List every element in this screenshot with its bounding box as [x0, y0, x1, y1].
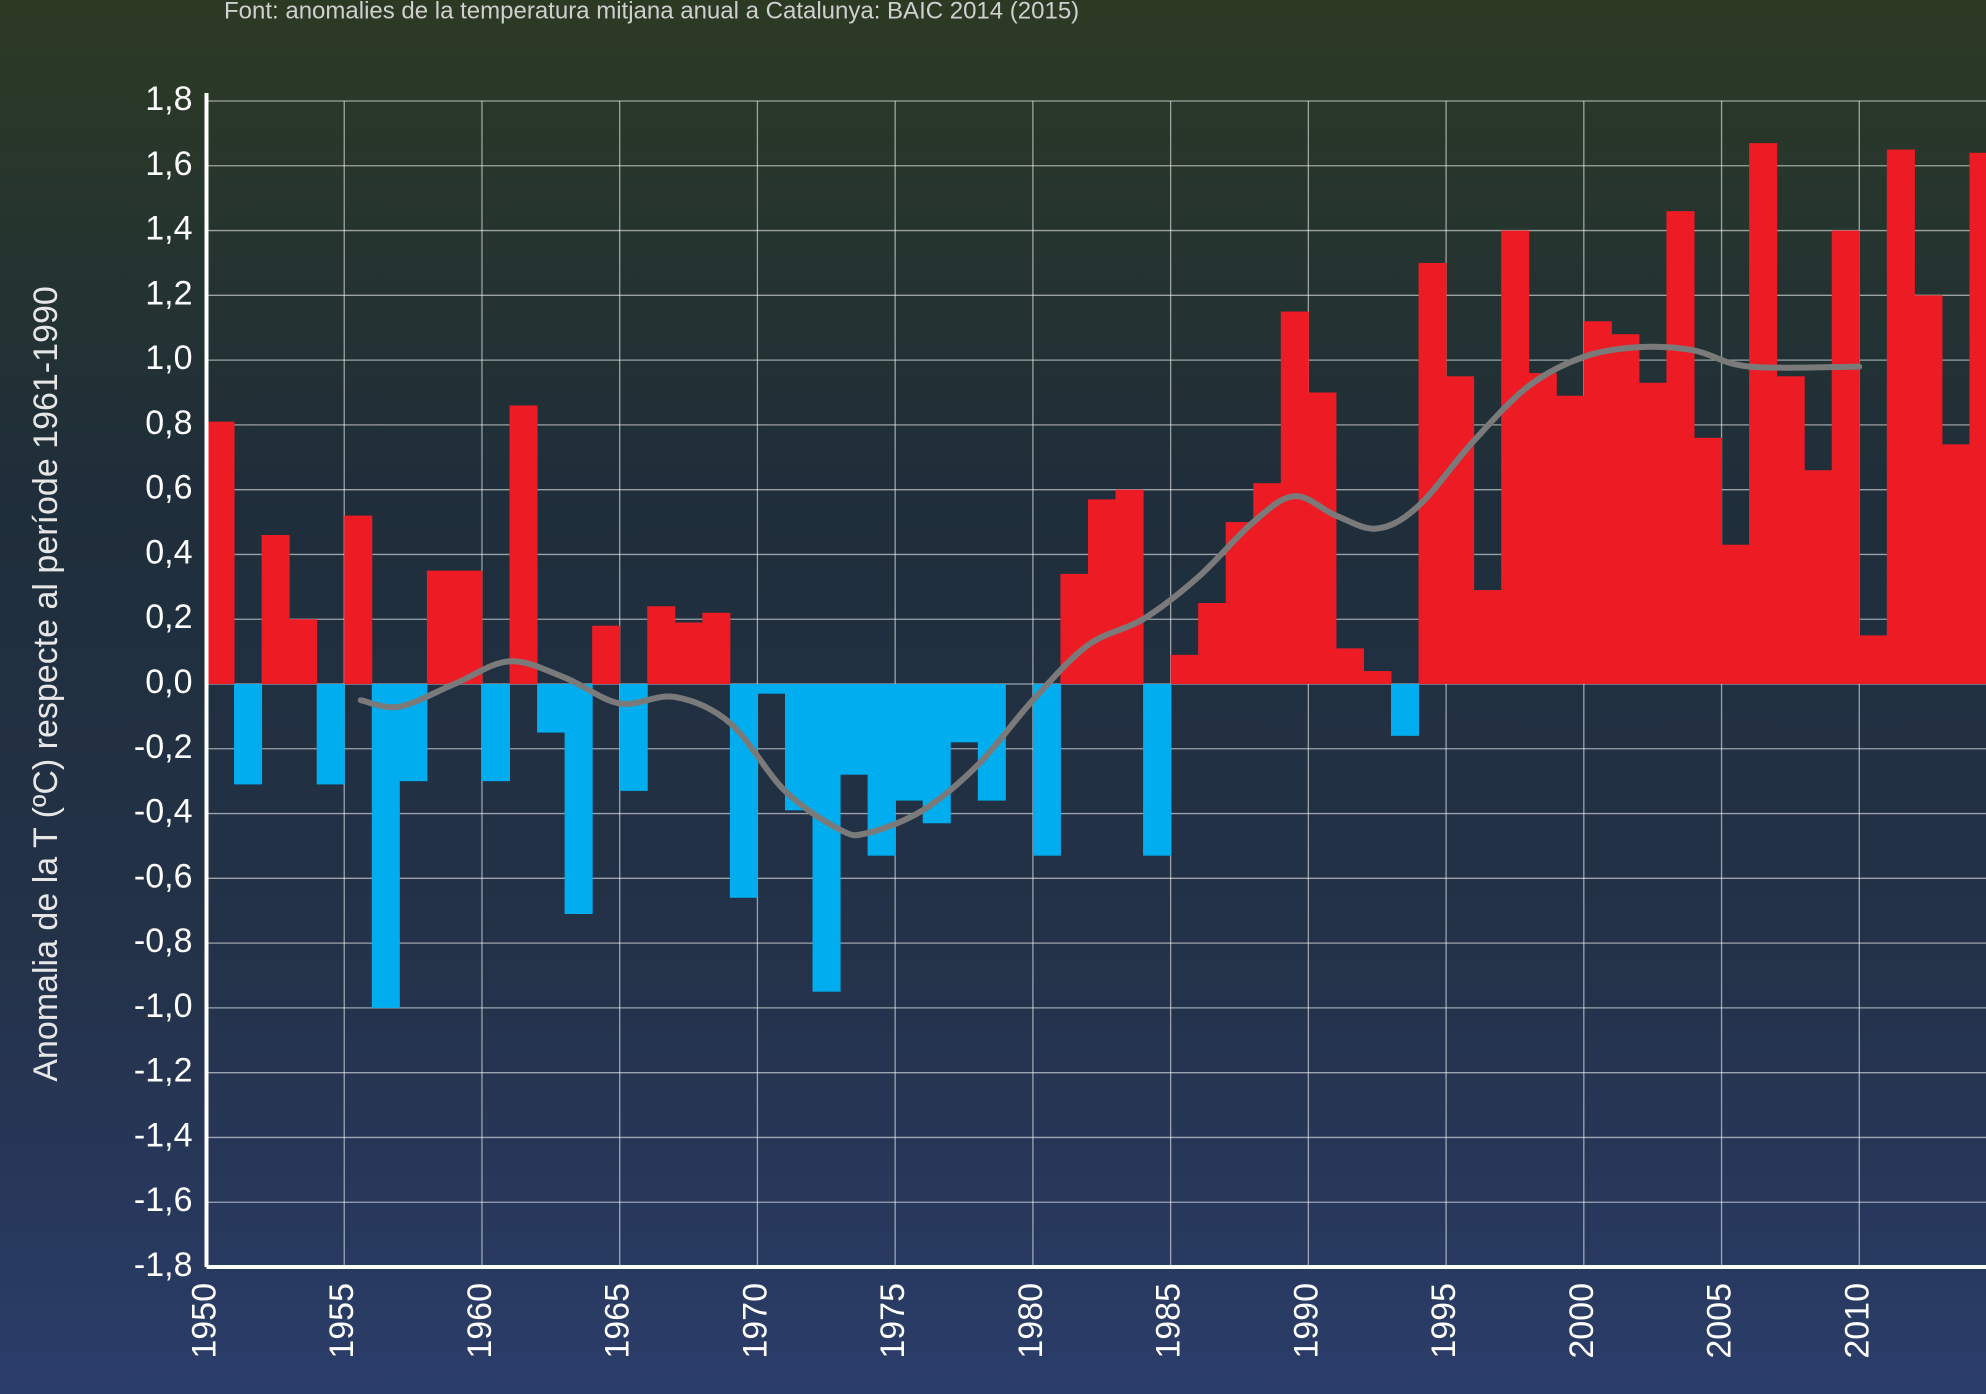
bar	[1776, 376, 1805, 684]
bar	[1886, 149, 1915, 685]
x-tick-label: 2000	[1563, 1283, 1601, 1359]
bar	[1611, 334, 1640, 684]
bar	[1528, 373, 1557, 684]
bar	[1749, 143, 1778, 684]
bar	[1721, 544, 1750, 684]
bar	[344, 515, 373, 684]
y-tick-label: 0,8	[145, 404, 192, 442]
bar	[674, 622, 703, 684]
bar	[316, 684, 345, 785]
bar	[1115, 489, 1144, 684]
bar	[812, 684, 841, 992]
bar	[1556, 395, 1585, 684]
bar	[1666, 211, 1695, 684]
bar	[1969, 152, 1986, 685]
x-tick-label: 2010	[1838, 1283, 1876, 1359]
y-tick-label: 1,0	[145, 339, 192, 377]
bar	[702, 612, 731, 684]
bar	[1501, 230, 1530, 685]
bar	[371, 684, 400, 1008]
bar	[1390, 684, 1420, 736]
bar	[729, 684, 758, 898]
bar	[426, 570, 455, 684]
bar	[592, 625, 621, 684]
y-tick-label: -0,4	[134, 793, 193, 831]
y-tick-label: -1,8	[134, 1246, 193, 1284]
bar	[1143, 684, 1172, 856]
y-tick-label: 0,4	[145, 533, 192, 571]
bar	[1914, 295, 1943, 684]
bar	[1418, 262, 1447, 684]
y-axis-label: Anomalia de la T (ºC) respecte al períod…	[27, 286, 65, 1082]
y-tick-label: -0,6	[134, 857, 193, 895]
bar	[840, 684, 869, 775]
bar	[261, 535, 290, 684]
y-tick-label: 1,6	[145, 145, 192, 183]
bar	[564, 684, 593, 914]
bar	[1308, 392, 1337, 684]
bar	[1638, 382, 1667, 684]
plot-area	[206, 143, 1986, 1008]
bar	[1583, 321, 1612, 684]
bar	[1198, 603, 1227, 684]
x-tick-label: 1980	[1012, 1283, 1050, 1359]
bar	[1694, 437, 1723, 684]
bar	[1804, 470, 1833, 684]
x-tick-label: 1975	[874, 1283, 912, 1359]
bar	[1941, 444, 1970, 684]
bar	[509, 405, 538, 684]
axes: -1,8 -1,6 -1,4 -1,2 -1,0 -0,8 -0,6 -0,4 -0,2 0,0 0…	[134, 80, 1986, 1359]
bar	[1170, 654, 1199, 684]
bar	[647, 606, 676, 684]
x-tick-label: 1985	[1150, 1283, 1188, 1359]
x-tick-label: 1955	[323, 1283, 361, 1359]
bar	[757, 684, 786, 694]
bar	[1473, 590, 1502, 684]
bar	[289, 619, 318, 684]
bar	[481, 684, 511, 782]
y-tick-label: -1,4	[134, 1116, 193, 1154]
x-tick-label: 2005	[1701, 1283, 1739, 1359]
x-tick-label: 1995	[1425, 1283, 1463, 1359]
y-tick-label: -0,8	[134, 922, 193, 960]
chart-title: Font: anomalies de la temperatura mitjan…	[224, 0, 1079, 24]
y-tick-label: -1,2	[134, 1052, 193, 1090]
bar	[1831, 230, 1860, 685]
bar	[1032, 684, 1061, 856]
y-tick-label: 1,2	[145, 274, 192, 312]
bar	[784, 684, 814, 811]
bar	[537, 684, 566, 733]
bar	[950, 684, 979, 743]
bar	[454, 570, 483, 684]
bar	[206, 421, 235, 684]
trend-line	[357, 343, 1863, 839]
bar	[234, 684, 263, 785]
bar	[1859, 635, 1888, 684]
bar	[1225, 522, 1254, 684]
x-tick-label: 1960	[461, 1283, 499, 1359]
bar	[1363, 671, 1392, 684]
bar	[1335, 648, 1364, 684]
x-tick-label: 1965	[599, 1283, 637, 1359]
x-tick-label: 1950	[185, 1283, 223, 1359]
y-tick-label: 0,0	[145, 663, 192, 701]
y-tick-label: 1,8	[145, 80, 192, 118]
x-tick-label: 1990	[1287, 1283, 1325, 1359]
x-tick-label: 1970	[736, 1283, 774, 1359]
y-tick-label: -1,6	[134, 1181, 193, 1219]
bar	[1087, 499, 1117, 684]
y-tick-label: -1,0	[134, 987, 193, 1025]
y-tick-label: 1,4	[145, 210, 192, 248]
y-tick-label: -0,2	[134, 728, 193, 766]
y-tick-label: 0,2	[145, 598, 192, 636]
bar	[895, 684, 924, 801]
y-tick-label: 0,6	[145, 469, 192, 507]
bar	[1446, 376, 1475, 684]
